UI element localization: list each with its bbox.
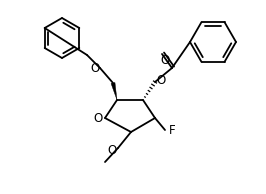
Text: F: F: [169, 125, 175, 138]
Text: O: O: [93, 113, 103, 126]
Polygon shape: [111, 82, 117, 100]
Text: O: O: [107, 144, 117, 157]
Text: O: O: [90, 62, 100, 75]
Text: O: O: [156, 74, 166, 87]
Text: O: O: [160, 54, 170, 67]
